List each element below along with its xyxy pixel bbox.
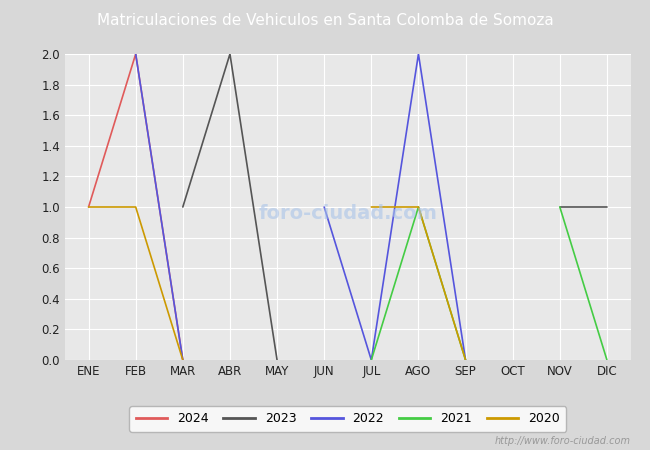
- Legend: 2024, 2023, 2022, 2021, 2020: 2024, 2023, 2022, 2021, 2020: [129, 406, 566, 432]
- Text: Matriculaciones de Vehiculos en Santa Colomba de Somoza: Matriculaciones de Vehiculos en Santa Co…: [97, 13, 553, 28]
- Text: foro-ciudad.com: foro-ciudad.com: [258, 203, 437, 223]
- Text: http://www.foro-ciudad.com: http://www.foro-ciudad.com: [495, 436, 630, 446]
